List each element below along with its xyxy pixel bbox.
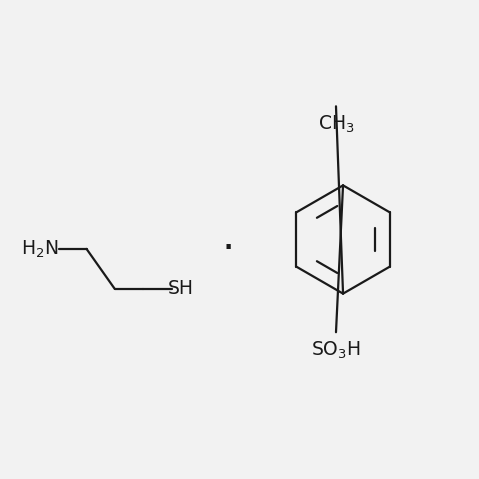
Text: CH$_3$: CH$_3$ — [318, 114, 354, 135]
Text: ·: · — [221, 228, 234, 270]
Text: SH: SH — [168, 279, 194, 298]
Text: H$_2$N: H$_2$N — [21, 238, 58, 260]
Text: SO$_3$H: SO$_3$H — [311, 340, 361, 361]
